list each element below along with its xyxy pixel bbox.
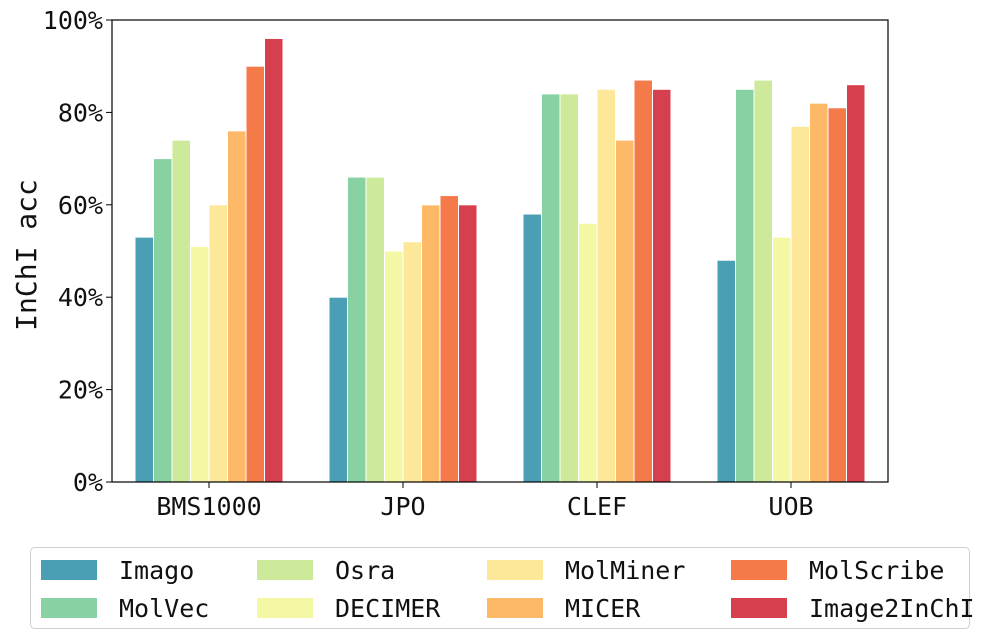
legend-label: MolVec [119,593,210,623]
bar-osra-clef [559,93,579,483]
bar-imago-jpo [328,296,348,483]
y-tick-label: 0% [73,468,103,497]
bar-imago-clef [522,213,542,483]
legend-item-micer: MICER [487,592,640,624]
legend-item-imago: Imago [41,554,194,586]
bar-image2inchi-bms1000 [264,37,284,483]
legend-swatch [487,598,543,618]
legend-item-molscribe: MolScribe [731,554,944,586]
bar-molminer-uob [790,125,810,483]
legend-swatch [731,560,787,580]
legend-swatch [41,598,97,618]
legend-label: MolScribe [809,555,945,585]
legend-item-osra: Osra [257,554,395,586]
legend: Imago MolVec Osra DECIMER MolMiner MICER MolSc… [30,547,975,629]
y-axis-title: InChI acc [10,179,43,331]
legend-label: Osra [335,555,396,585]
x-tick-label: JPO [380,492,425,521]
legend-swatch [257,598,313,618]
bar-molscribe-bms1000 [245,65,265,483]
bar-micer-clef [615,139,635,483]
x-tick-label: BMS1000 [156,492,261,521]
legend-label: DECIMER [335,593,441,623]
bars-layer [134,37,866,483]
bar-image2inchi-uob [846,84,866,483]
bar-molminer-bms1000 [208,204,228,483]
x-axis-ticks: BMS1000 JPO CLEF UOB [156,482,814,521]
legend-item-image2inchi: Image2InChI [731,592,975,624]
y-tick-label: 60% [58,191,103,220]
bar-molvec-bms1000 [153,158,173,483]
legend-swatch [487,560,543,580]
bar-molminer-jpo [402,241,422,483]
bar-molminer-clef [596,88,616,483]
legend-label: Image2InChI [809,593,975,623]
legend-item-molvec: MolVec [41,592,209,624]
bar-molvec-jpo [347,176,367,483]
y-tick-label: 80% [58,98,103,127]
bar-micer-jpo [421,204,441,483]
y-axis-ticks: 0% 20% 40% 60% 80% 100% [43,6,112,497]
legend-swatch [257,560,313,580]
bar-decimer-jpo [384,250,404,483]
bar-micer-bms1000 [227,130,247,483]
bar-osra-jpo [365,176,385,483]
legend-label: Imago [119,555,195,585]
bar-osra-uob [753,79,773,483]
bar-decimer-clef [578,222,598,483]
bar-molscribe-clef [633,79,653,483]
bar-osra-bms1000 [171,139,191,483]
bar-molscribe-uob [827,107,847,483]
bar-molscribe-jpo [439,195,459,483]
legend-label: MICER [565,593,641,623]
bar-image2inchi-clef [652,88,672,483]
x-tick-label: UOB [768,492,813,521]
chart: 0% 20% 40% 60% 80% 100% BMS1000 JPO CLEF UOB InC… [10,6,889,521]
y-tick-label: 20% [58,376,103,405]
bar-decimer-bms1000 [190,245,210,483]
y-tick-label: 100% [43,6,103,35]
bar-molvec-clef [541,93,561,483]
plot-frame [111,19,889,483]
bar-imago-uob [716,259,736,483]
legend-label: MolMiner [565,555,686,585]
legend-swatch [41,560,97,580]
bar-imago-bms1000 [134,236,154,483]
legend-item-decimer: DECIMER [257,592,440,624]
legend-swatch [731,598,787,618]
y-tick-label: 40% [58,283,103,312]
legend-item-molminer: MolMiner [487,554,685,586]
bar-molvec-uob [735,88,755,483]
bar-image2inchi-jpo [458,204,478,483]
bar-decimer-uob [772,236,792,483]
bar-micer-uob [809,102,829,483]
x-tick-label: CLEF [567,492,627,521]
